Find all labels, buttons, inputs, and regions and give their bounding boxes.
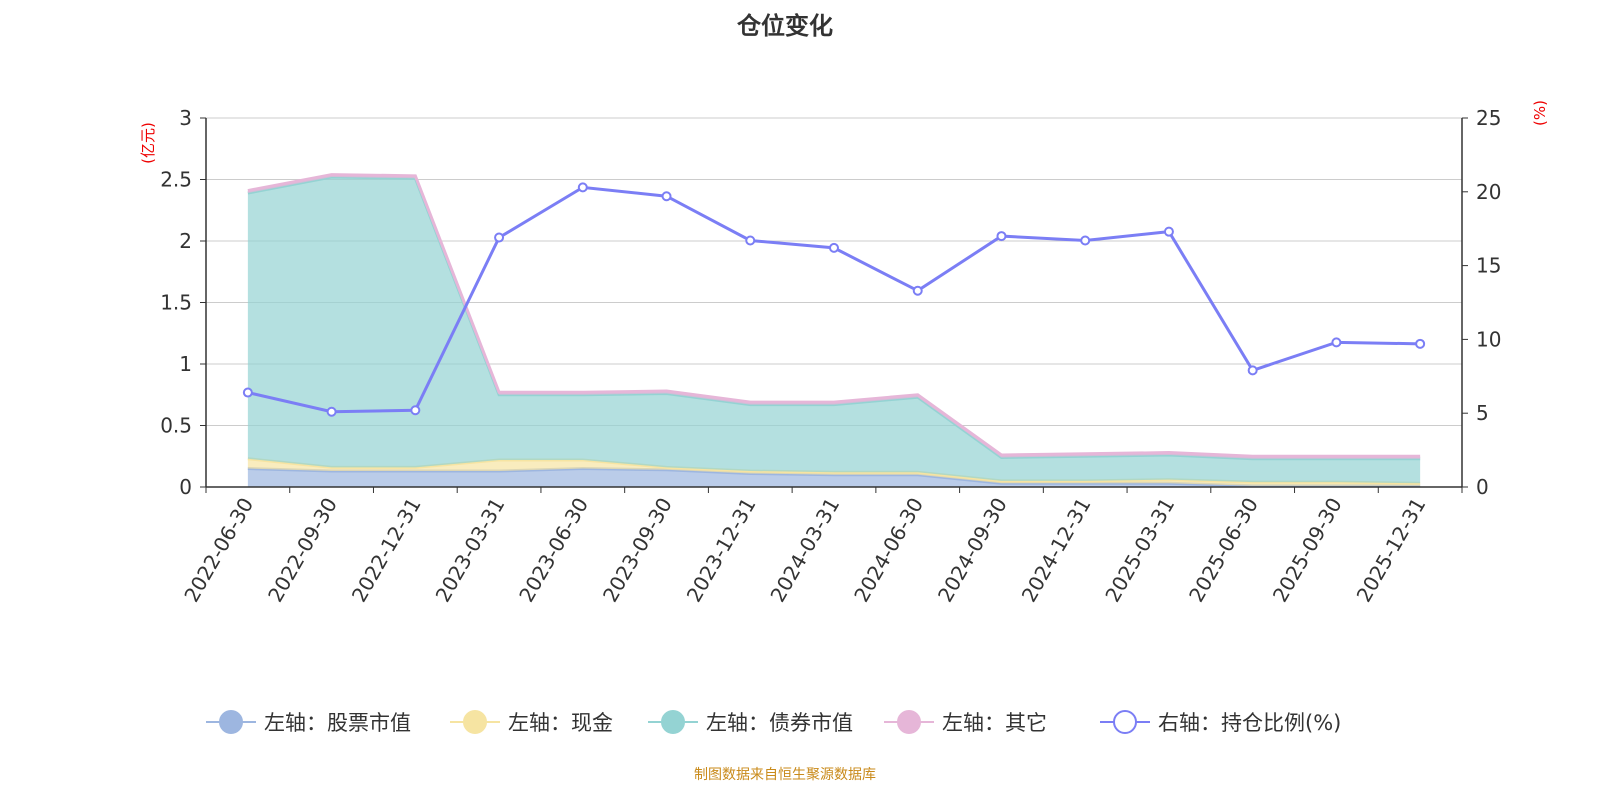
legend-label-4: 右轴：持仓比例(%) [1158, 711, 1341, 735]
x-tick-label: 2024-06-30 [849, 494, 928, 607]
x-tick-label: 2024-03-31 [765, 494, 844, 607]
ratio-point [1415, 338, 1426, 349]
ratio-point [242, 387, 253, 398]
x-tick-label: 2023-09-30 [598, 494, 677, 607]
source-note: 制图数据来自恒生聚源数据库 [694, 767, 876, 783]
ratio-point [745, 235, 756, 246]
ratio-point [1080, 235, 1091, 246]
x-tick-label: 2022-09-30 [263, 494, 342, 607]
area-line-3 [247, 173, 1421, 458]
x-tick-label: 2022-12-31 [347, 494, 426, 607]
right-tick-label: 5 [1476, 401, 1489, 425]
x-tick-label: 2023-03-31 [430, 493, 509, 606]
x-tick-label: 2024-12-31 [1017, 494, 1096, 607]
left-tick-label: 1 [179, 352, 192, 376]
ratio-point [912, 285, 923, 296]
ratio-point [577, 182, 588, 193]
x-tick-label: 2025-12-31 [1352, 494, 1431, 607]
area-0 [247, 468, 1421, 487]
legend-marker-4 [1113, 710, 1137, 734]
ratio-point [1247, 365, 1258, 376]
right-tick-label: 20 [1476, 180, 1501, 204]
right-tick-label: 25 [1476, 106, 1501, 130]
legend-label-0: 左轴：股票市值 [264, 711, 411, 735]
ratio-point [494, 232, 505, 243]
x-tick-label: 2025-03-31 [1100, 494, 1179, 607]
left-tick-label: 0 [179, 475, 192, 499]
x-tick-label: 2023-12-31 [682, 494, 761, 607]
left-tick-label: 0.5 [160, 414, 192, 438]
legend-marker-1 [463, 710, 487, 734]
legend-label-2: 左轴：债券市值 [706, 711, 853, 735]
ratio-point [829, 242, 839, 253]
legend-label-1: 左轴：现金 [508, 711, 613, 735]
ratio-point [661, 191, 672, 202]
x-tick-label: 2022-06-30 [179, 494, 258, 607]
right-tick-label: 0 [1476, 475, 1489, 499]
area-2 [247, 177, 1421, 484]
legend-label-3: 左轴：其它 [942, 711, 1047, 735]
chart-svg: 0 0.5 1 1.5 2 2.5 3 0 5 10 15 20 25 (亿元) (%) 2022-06-30… [139, 100, 1549, 735]
chart-title: 仓位变化 [737, 12, 833, 40]
left-tick-label: 1.5 [160, 291, 192, 315]
left-tick-label: 3 [179, 106, 192, 130]
left-tick-label: 2.5 [160, 168, 192, 192]
right-tick-label: 10 [1476, 327, 1501, 351]
legend-marker-3 [897, 710, 921, 734]
left-axis-label: (亿元) [139, 122, 157, 164]
x-tick-label: 2023-06-30 [514, 494, 593, 607]
ratio-point [1163, 226, 1174, 237]
left-tick-label: 2 [179, 229, 192, 253]
ratio-point [410, 405, 421, 416]
right-axis-label: (%) [1531, 100, 1549, 126]
ratio-point [996, 231, 1007, 242]
x-tick-label: 2025-06-30 [1184, 494, 1263, 607]
legend-marker-0 [219, 710, 243, 734]
ratio-point [1331, 337, 1342, 348]
x-tick-label: 2024-09-30 [933, 494, 1012, 607]
legend-marker-2 [661, 710, 685, 734]
ratio-point [326, 406, 337, 417]
right-tick-label: 15 [1476, 254, 1501, 278]
x-tick-label: 2025-09-30 [1268, 494, 1347, 607]
